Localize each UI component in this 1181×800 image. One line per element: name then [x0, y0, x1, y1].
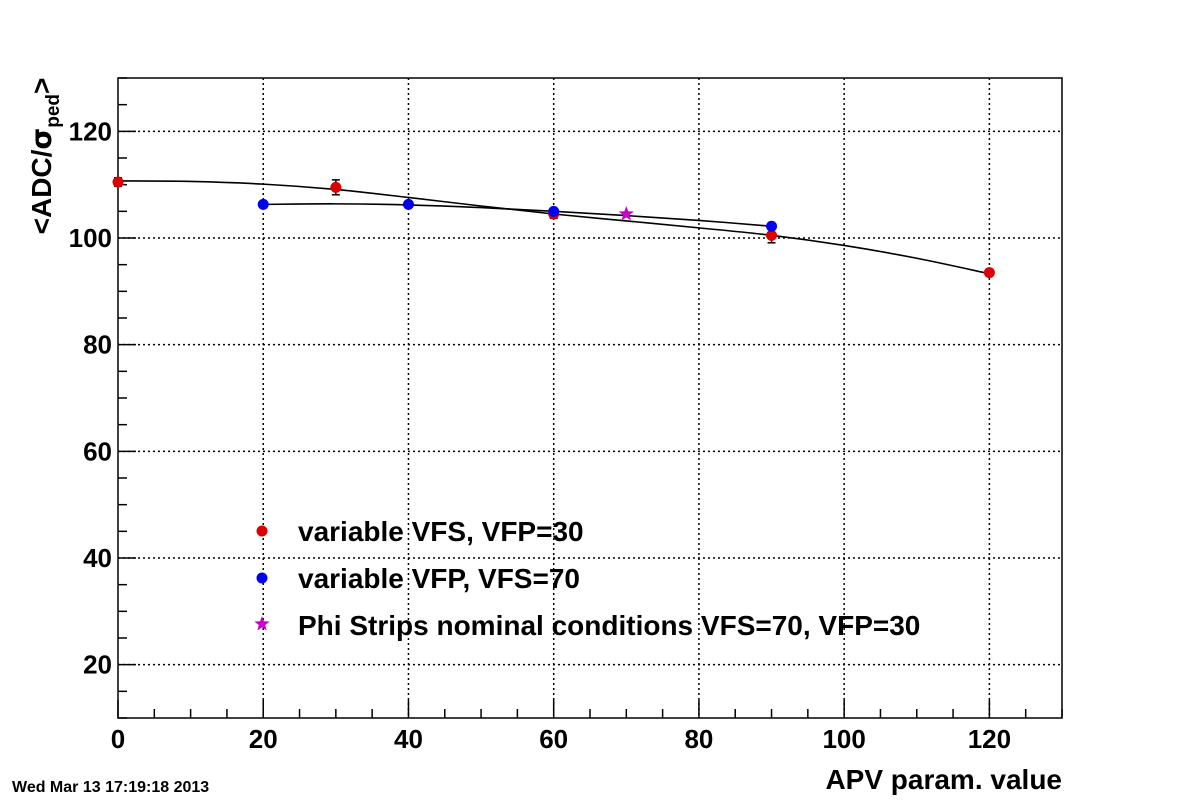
data-point-series-1 [766, 229, 778, 241]
legend-label-series-1: variable VFS, VFP=30 [298, 516, 584, 547]
data-point-series-1 [330, 181, 342, 193]
data-point-series-1 [983, 267, 995, 279]
y-tick-label: 60 [83, 436, 112, 466]
data-point-series-2 [402, 198, 414, 210]
data-point-series-3 [618, 206, 634, 221]
x-tick-label: 40 [394, 724, 423, 754]
legend-marker-series-3 [254, 616, 270, 631]
x-tick-label: 80 [684, 724, 713, 754]
x-tick-label: 100 [822, 724, 865, 754]
fit-curve-series-2 [263, 203, 772, 228]
svg-text:<ADC/σped>: <ADC/σped> [25, 78, 64, 235]
legend: variable VFS, VFP=30 variable VFP, VFS=70… [254, 516, 920, 641]
data-point-series-2 [548, 205, 560, 217]
legend-marker-series-2 [256, 572, 268, 584]
legend-label-series-3: Phi Strips nominal conditions VFS=70, VF… [298, 610, 920, 641]
y-tick-label: 120 [69, 116, 112, 146]
y-tick-label: 100 [69, 223, 112, 253]
y-axis-title-subscript: ped [43, 94, 64, 128]
x-tick-label: 20 [249, 724, 278, 754]
legend-label-series-2: variable VFP, VFS=70 [298, 563, 580, 594]
data-point-series-2 [766, 220, 778, 232]
grid [118, 78, 1062, 718]
y-tick-label: 80 [83, 330, 112, 360]
legend-marker-series-1 [256, 525, 268, 537]
x-tick-label: 0 [111, 724, 125, 754]
axes: 0 20 40 60 80 100 120 20 40 60 80 100 120 [69, 77, 1063, 754]
y-axis-title: <ADC/σped> [25, 78, 64, 235]
x-tick-label: 60 [539, 724, 568, 754]
x-tick-label: 120 [968, 724, 1011, 754]
y-axis-title-sigma: σ [25, 128, 58, 150]
y-axis-title-main: <ADC/ [26, 149, 57, 234]
y-axis-title-close: > [26, 78, 57, 94]
y-tick-label: 20 [83, 650, 112, 680]
data-point-series-2 [257, 198, 269, 210]
x-axis-title: APV param. value [825, 764, 1062, 795]
timestamp: Wed Mar 13 17:19:18 2013 [12, 779, 209, 796]
y-tick-label: 40 [83, 543, 112, 573]
data-point-series-1 [112, 176, 124, 188]
data-points [112, 176, 995, 279]
